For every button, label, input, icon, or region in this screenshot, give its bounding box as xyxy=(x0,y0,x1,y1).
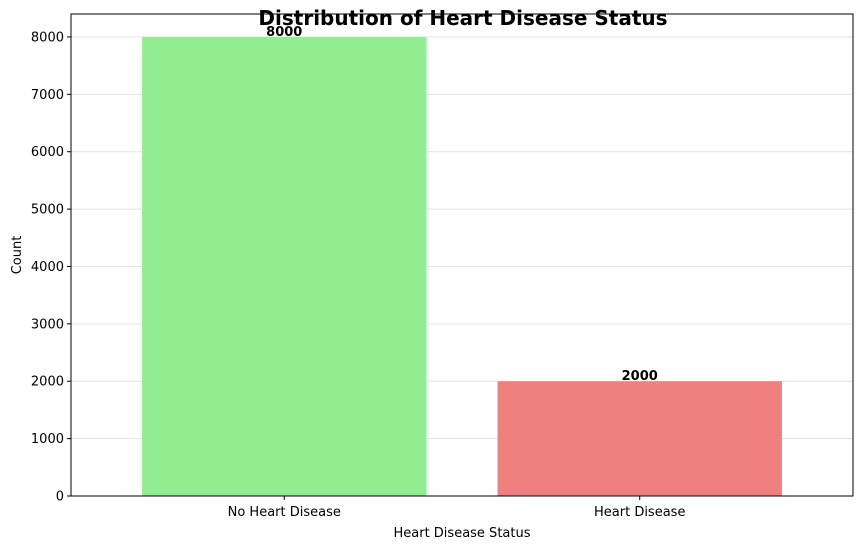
bar-value-label: 8000 xyxy=(266,25,302,40)
x-tick-label: No Heart Disease xyxy=(228,505,341,520)
bar-no-heart-disease xyxy=(142,36,427,496)
x-axis-ticks: No Heart Disease Heart Disease xyxy=(228,496,685,520)
y-tick-label: 5000 xyxy=(31,203,64,218)
y-tick-label: 6000 xyxy=(31,145,64,160)
y-tick-label: 2000 xyxy=(31,375,64,390)
bars xyxy=(142,36,782,496)
plot-frame xyxy=(70,13,854,497)
x-axis-label: Heart Disease Status xyxy=(393,526,530,541)
data-labels: 8000 2000 xyxy=(266,25,658,384)
y-tick-label: 7000 xyxy=(31,88,64,103)
y-axis-label: Count xyxy=(10,236,25,275)
y-tick-label: 0 xyxy=(56,490,64,505)
y-tick-label: 1000 xyxy=(31,432,64,447)
bar-heart-disease xyxy=(497,381,782,496)
bar-value-label: 2000 xyxy=(622,369,658,384)
chart-title: Distribution of Heart Disease Status xyxy=(258,6,667,30)
y-tick-label: 3000 xyxy=(31,317,64,332)
x-tick-label: Heart Disease xyxy=(594,505,685,520)
y-tick-label: 8000 xyxy=(31,30,64,45)
y-tick-label: 4000 xyxy=(31,260,64,275)
y-axis-ticks: 0 1000 2000 3000 4000 5000 6000 7000 8000 xyxy=(31,30,71,505)
